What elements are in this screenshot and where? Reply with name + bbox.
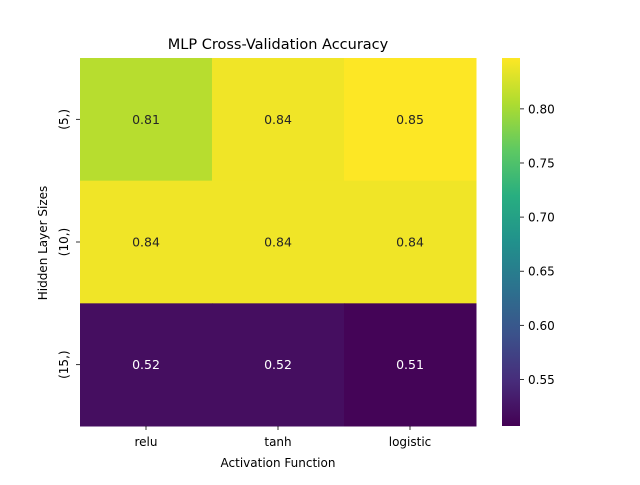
cell-value-label: 0.84 <box>396 235 424 250</box>
heatmap-cell <box>344 303 477 427</box>
cell-value-label: 0.84 <box>132 235 160 250</box>
y-axis-ticks: (5,) (10,) (15,) <box>57 109 80 379</box>
cell-value-label: 0.85 <box>396 112 424 127</box>
y-tick-label: (15,) <box>57 350 71 378</box>
chart-title: MLP Cross-Validation Accuracy <box>168 37 389 53</box>
colorbar-tick-label: 0.60 <box>528 319 555 333</box>
x-axis-label: Activation Function <box>221 456 336 470</box>
colorbar-ticks: 0.55 0.60 0.65 0.70 0.75 0.80 <box>520 102 555 387</box>
cell-value-label: 0.84 <box>264 235 292 250</box>
heatmap-cell <box>80 58 213 182</box>
heatmap-cells <box>80 58 477 427</box>
cell-value-label: 0.51 <box>396 357 424 372</box>
colorbar-tick-label: 0.80 <box>528 102 555 116</box>
heatmap-cell <box>212 180 345 304</box>
colorbar-tick-label: 0.70 <box>528 211 555 225</box>
cell-value-label: 0.84 <box>264 112 292 127</box>
heatmap-cell <box>80 180 213 304</box>
x-axis-ticks: relu tanh logistic <box>135 426 432 449</box>
y-tick-label: (10,) <box>57 228 71 256</box>
cell-value-label: 0.81 <box>132 112 160 127</box>
y-tick-label: (5,) <box>57 109 71 130</box>
heatmap-cell <box>344 58 477 182</box>
heatmap-cell <box>80 303 213 427</box>
heatmap-cell-labels: 0.81 0.84 0.85 0.84 0.84 0.84 0.52 0.52 0.51 <box>132 112 424 372</box>
colorbar-tick-label: 0.75 <box>528 156 555 170</box>
heatmap-cell <box>212 58 345 182</box>
cell-value-label: 0.52 <box>264 357 292 372</box>
x-tick-label: logistic <box>389 435 432 449</box>
colorbar <box>502 58 520 426</box>
x-tick-label: tanh <box>264 435 291 449</box>
heatmap-cell <box>212 303 345 427</box>
cell-value-label: 0.52 <box>132 357 160 372</box>
heatmap-cell <box>344 180 477 304</box>
x-tick-label: relu <box>135 435 158 449</box>
colorbar-tick-label: 0.65 <box>528 265 555 279</box>
colorbar-tick-label: 0.55 <box>528 373 555 387</box>
y-axis-label: Hidden Layer Sizes <box>36 186 50 301</box>
